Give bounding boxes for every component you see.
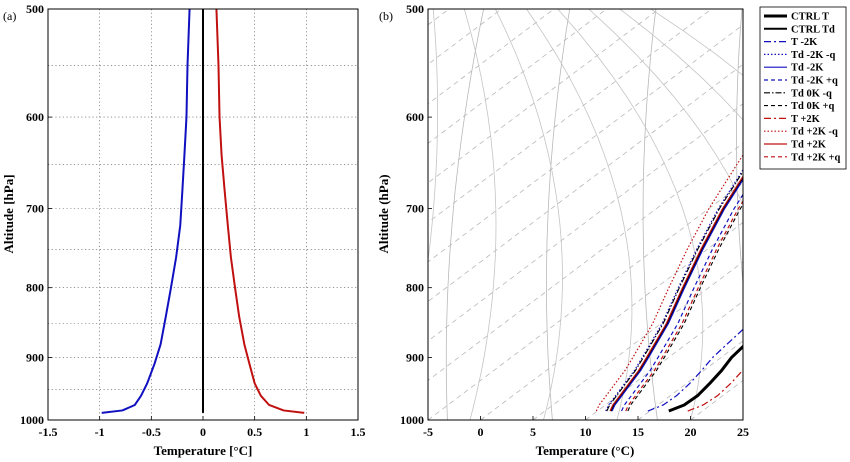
panel-a-x-tick-label: -1: [95, 425, 105, 439]
panel-a-x-axis-label: Temperature [°C]: [154, 443, 253, 458]
panel-b-dry-adiabat: [736, 9, 743, 288]
panel-b-label: (b): [379, 9, 393, 23]
panel-b-y-tick-label: 600: [406, 110, 424, 124]
legend-label-0: CTRL T: [791, 12, 829, 23]
panel-a-series-line-2: [215, 9, 305, 414]
panel-a-y-tick-label: 600: [26, 110, 44, 124]
panel-b-moist-adiabat: [323, 0, 405, 420]
panel-b-y-axis-label: Altitude (hPa): [376, 174, 391, 253]
panel-b-moist-adiabat: [428, 9, 439, 264]
legend-label-8: T +2K: [791, 114, 821, 125]
panel-a-series: [101, 9, 305, 414]
panel-a-x-tick-label: 1: [303, 425, 309, 439]
panel-a-x-tick-label: 1.5: [351, 425, 366, 439]
legend-label-3: Td -2K -q: [791, 50, 836, 61]
panel-b-thermodynamic-background: [0, 0, 743, 420]
legend-label-11: Td +2K +q: [791, 152, 840, 163]
panel-b-y-tick-label: 500: [406, 2, 424, 16]
panel-b-dry-adiabat: [546, 9, 571, 420]
panel-b-y-tick-label: 800: [406, 281, 424, 295]
panel-b-x-tick-label: -5: [423, 425, 433, 439]
legend-box: [759, 6, 847, 170]
panel-b-series-line-3: [605, 168, 743, 412]
panel-b-dry-adiabat: [445, 9, 485, 420]
legend-label-9: Td +2K -q: [791, 127, 838, 138]
panel-b-series-line-10: [609, 175, 743, 412]
panel-b-series-line-1: [610, 176, 743, 412]
panel-b-isotherm: [428, 63, 743, 302]
panel-b-moist-adiabat: [557, 9, 704, 420]
legend-label-2: T -2K: [791, 37, 818, 48]
panel-b-isotherm: [0, 9, 397, 420]
panel-b-series-line-8: [687, 368, 743, 412]
legend-label-6: Td 0K -q: [791, 88, 832, 99]
panel-a-y-tick-label: 900: [26, 351, 44, 365]
panel-a-y-tick-label: 1000: [20, 413, 44, 427]
panel-b-moist-adiabat: [463, 9, 497, 420]
panel-b-isotherm: [428, 9, 502, 65]
panel-b-isotherm: [0, 9, 344, 420]
panel-b-moist-adiabat: [494, 9, 563, 420]
legend-label-10: Td +2K: [791, 140, 827, 151]
panel-b-series-line-0: [668, 344, 743, 413]
panel-b-x-ticks: -5 0 5 10 15 20 25: [423, 416, 749, 439]
panel-b-moist-adiabat: [588, 9, 743, 206]
panel-b-dry-adiabat: [642, 9, 658, 420]
panel-b-x-tick-label: 0: [478, 425, 484, 439]
panel-b-dry-adiabat: [342, 0, 403, 420]
panel-b-y-tick-label: 900: [406, 351, 424, 365]
panel-b-y-tick-label: 700: [406, 202, 424, 216]
panel-b-y-tick-label: 1000: [400, 413, 424, 427]
panel-a-y-tick-label: 700: [26, 202, 44, 216]
legend-label-5: Td -2K +q: [791, 76, 838, 87]
panel-b-series-line-6: [606, 170, 743, 412]
panel-b-isotherm: [428, 24, 743, 263]
panel-b-isotherm: [428, 9, 607, 144]
panel-b-frame: [427, 8, 744, 421]
panel-a-y-axis-label: Altitude [hPa]: [1, 174, 16, 253]
panel-b-x-axis-label: Temperature (°C): [536, 443, 635, 458]
panel-a-series-line-0: [101, 9, 191, 414]
panel-b-isotherm: [428, 9, 555, 105]
panel-b-moist-adiabat: [619, 9, 743, 121]
panel-b-x-tick-label: 10: [580, 425, 592, 439]
panel-a-chart: -1.5 -1 -0.5 0 0.5 1 1.5 500 600 700 800 900 1000 T…: [1, 2, 366, 458]
panel-b-series: [595, 153, 743, 413]
legend-label-1: CTRL Td: [791, 24, 835, 35]
panel-a-y-ticks: 500 600 700 800 900 1000: [20, 2, 52, 427]
panel-b-series-line-2: [647, 328, 743, 412]
legend-label-4: Td -2K: [791, 63, 824, 74]
panel-b-x-tick-label: 25: [737, 425, 749, 439]
panel-b-isotherm: [428, 9, 660, 184]
panel-a-x-tick-label: 0: [200, 425, 206, 439]
panel-b-isotherm: [428, 9, 712, 223]
panel-a-x-ticks: -1.5 -1 -0.5 0 0.5 1 1.5: [39, 416, 366, 439]
panel-b-series-line-9: [595, 153, 743, 412]
panel-b-x-tick-label: 15: [632, 425, 644, 439]
panel-a-y-tick-label: 500: [26, 2, 44, 16]
panel-b-x-tick-label: 20: [685, 425, 697, 439]
panel-a-label: (a): [3, 9, 16, 23]
panel-a-y-tick-label: 800: [26, 281, 44, 295]
panel-a-x-tick-label: -1.5: [39, 425, 58, 439]
panel-b-moist-adiabat: [526, 9, 633, 420]
panel-a-x-tick-label: 0.5: [247, 425, 262, 439]
panel-b-x-tick-label: 5: [530, 425, 536, 439]
legend-label-7: Td 0K +q: [791, 101, 834, 112]
panel-b-y-ticks: 500 600 700 800 900 1000: [400, 2, 432, 427]
panel-b-series-line-4: [611, 178, 743, 412]
panel-a-x-tick-label: -0.5: [142, 425, 161, 439]
